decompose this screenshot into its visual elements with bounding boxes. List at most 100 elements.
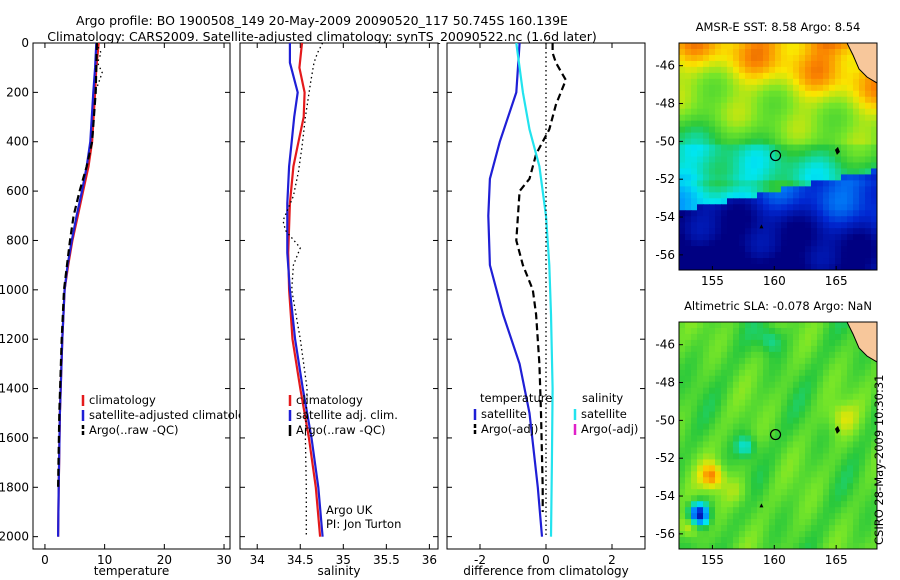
heatmap-cell	[763, 186, 770, 193]
heatmap-cell	[691, 345, 698, 353]
heatmap-cell	[721, 90, 728, 98]
heatmap-cell	[679, 66, 686, 74]
heatmap-cell	[763, 258, 770, 265]
heatmap-cell	[847, 477, 854, 484]
heatmap-cell	[823, 43, 830, 50]
heatmap-cell	[817, 210, 824, 217]
heatmap-cell	[745, 252, 752, 259]
heatmap-cell	[715, 150, 722, 158]
heatmap-cell	[715, 339, 722, 347]
heatmap-cell	[823, 132, 830, 140]
heatmap-cell	[871, 144, 877, 152]
heatmap-cell	[823, 519, 830, 526]
heatmap-cell	[787, 495, 794, 502]
heatmap-cell	[769, 399, 776, 407]
heatmap-cell	[829, 519, 836, 526]
heatmap-cell	[745, 513, 752, 520]
heatmap-cell	[763, 252, 770, 259]
heatmap-cell	[805, 519, 812, 526]
heatmap-cell	[763, 322, 770, 329]
heatmap-cell	[787, 126, 794, 134]
heatmap-cell	[835, 264, 842, 270]
heatmap-cell	[793, 489, 800, 496]
heatmap-cell	[835, 429, 842, 437]
heatmap-cell	[691, 132, 698, 140]
heatmap-cell	[721, 150, 728, 158]
heatmap-cell	[757, 210, 764, 217]
heatmap-cell	[829, 513, 836, 520]
heatmap-cell	[871, 471, 877, 478]
x-tick-label: 36	[422, 553, 437, 567]
heatmap-cell	[805, 204, 812, 211]
heatmap-cell	[679, 216, 686, 223]
heatmap-cell	[871, 447, 877, 455]
heatmap-cell	[703, 120, 710, 128]
heatmap-cell	[727, 519, 734, 526]
heatmap-cell	[757, 525, 764, 532]
heatmap-cell	[679, 78, 686, 86]
heatmap-cell	[775, 405, 782, 413]
heatmap-cell	[751, 108, 758, 116]
heatmap-cell	[793, 204, 800, 211]
float-location-marker	[769, 428, 782, 441]
heatmap-cell	[829, 102, 836, 110]
heatmap-cell	[847, 144, 854, 152]
heatmap-cell	[757, 471, 764, 478]
heatmap-cell	[811, 234, 818, 241]
heatmap-cell	[685, 525, 692, 532]
heatmap-cell	[769, 174, 776, 181]
heatmap-cell	[859, 537, 866, 544]
heatmap-cell	[697, 66, 704, 74]
heatmap-cell	[805, 477, 812, 484]
heatmap-cell	[781, 322, 788, 329]
heatmap-cell	[763, 138, 770, 146]
heatmap-cell	[823, 495, 830, 502]
heatmap-cell	[835, 327, 842, 335]
heatmap-cell	[847, 513, 854, 520]
heatmap-cell	[769, 369, 776, 377]
heatmap-cell	[829, 501, 836, 508]
heatmap-cell	[709, 525, 716, 532]
heatmap-cell	[709, 150, 716, 158]
heatmap-cell	[835, 435, 842, 443]
heatmap-cell	[775, 351, 782, 359]
heatmap-cell	[859, 216, 866, 223]
heatmap-cell	[685, 363, 692, 371]
heatmap-cell	[781, 525, 788, 532]
heatmap-cell	[823, 483, 830, 490]
heatmap-cell	[817, 222, 824, 229]
heatmap-cell	[775, 369, 782, 377]
heatmap-cell	[871, 258, 877, 265]
heatmap-cell	[865, 174, 872, 181]
heatmap-cell	[859, 429, 866, 437]
heatmap-cell	[787, 519, 794, 526]
heatmap-cell	[685, 387, 692, 395]
heatmap-cell	[703, 519, 710, 526]
plot-frame	[32, 42, 231, 550]
heatmap-cell	[835, 66, 842, 74]
heatmap-cell	[733, 339, 740, 347]
heatmap-cell	[787, 339, 794, 347]
heatmap-cell	[859, 204, 866, 211]
heatmap-cell	[727, 156, 734, 164]
heatmap-cell	[739, 228, 746, 235]
heatmap-cell	[805, 465, 812, 472]
heatmap-cell	[811, 78, 818, 86]
heatmap-cell	[739, 222, 746, 229]
heatmap-cell	[787, 96, 794, 104]
heatmap-cell	[691, 90, 698, 98]
heatmap-cell	[805, 459, 812, 466]
heatmap-cell	[715, 417, 722, 425]
heatmap-cell	[769, 423, 776, 431]
heatmap-cell	[871, 132, 877, 140]
heatmap-cell	[841, 90, 848, 98]
heatmap-cell	[823, 156, 830, 164]
heatmap-cell	[775, 144, 782, 152]
heatmap-cell	[859, 210, 866, 217]
heatmap-cell	[715, 156, 722, 164]
heatmap-cell	[799, 339, 806, 347]
heatmap-cell	[775, 477, 782, 484]
heatmap-cell	[871, 441, 877, 449]
heatmap-cell	[685, 48, 692, 56]
heatmap-cell	[709, 423, 716, 431]
